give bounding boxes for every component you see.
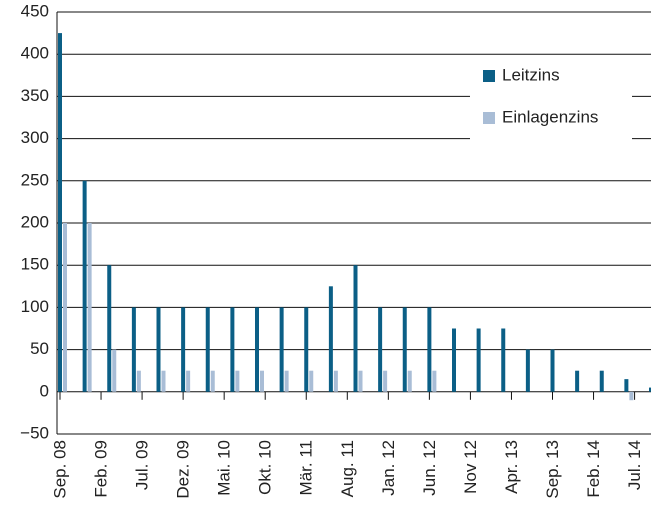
bars [58,33,651,401]
bar [210,370,215,392]
x-tick-label: Apr. 13 [502,440,521,494]
x-tick-label: Feb. 14 [584,440,603,498]
y-tick-label: 250 [21,170,49,189]
bar [186,370,191,392]
x-tick-label: Okt. 10 [256,440,275,495]
bar [156,307,161,392]
bar [284,370,289,392]
bar [279,307,284,392]
bar [328,286,333,392]
bar [161,370,166,392]
bar [501,328,506,392]
bar [432,370,437,392]
bar [112,349,117,392]
bar [333,370,338,392]
x-tick-label: Jul. 09 [133,440,152,490]
bar [427,307,432,392]
bar [131,307,136,392]
axes: −50 0 50 100 150 200 250 300 350 400 450 Sep. 08 Feb… [20,1,644,498]
bar [649,387,651,392]
x-tick-label: Jul. 14 [625,440,644,490]
y-tick-label: 200 [21,212,49,231]
y-tick-label: 400 [21,44,49,63]
x-tick-label: Nov 12 [461,440,480,494]
bar [255,307,259,392]
bar [629,391,634,401]
x-tick-label: Jun. 12 [420,440,439,496]
legend-label: Leitzins [502,65,560,84]
bar [624,379,629,392]
bar [452,328,456,392]
bar [136,370,141,392]
bar [575,370,580,392]
x-tick-label: Mär. 11 [297,440,316,495]
legend-swatch [483,112,495,124]
y-tick-label: 350 [21,86,49,105]
y-tick-label: −50 [20,423,49,442]
y-tick-label: 300 [21,128,49,147]
legend-label: Einlagenzins [502,107,598,126]
x-tick-label: Sep. 08 [50,440,69,499]
x-tick-label: Aug. 11 [338,440,357,497]
y-tick-label: 450 [21,1,49,20]
bar [383,370,388,392]
legend: Leitzins Einlagenzins [470,56,632,140]
x-tick-label: Sep. 13 [543,440,562,499]
y-tick-label: 50 [30,339,49,358]
bar [304,307,309,392]
bar [525,349,530,392]
bar [82,180,87,392]
bar [358,370,363,392]
bar [550,349,555,392]
x-tick-label: Jan. 12 [379,440,398,496]
bar [87,223,92,392]
bar [309,370,314,392]
y-tick-label: 150 [21,255,49,274]
x-tick-label: Dez. 09 [174,440,193,499]
y-tick-label: 0 [40,381,49,400]
bar [205,307,210,392]
bar [181,307,186,392]
legend-swatch [483,70,495,82]
bar [476,328,481,392]
bar [402,307,407,392]
legend-box [470,56,632,140]
bar [63,223,67,392]
bar [353,265,358,392]
bar [230,307,235,392]
bar [107,265,112,392]
x-tick-label: Mai. 10 [215,440,234,496]
bar [260,370,264,392]
bar [378,307,383,392]
bar [599,370,604,392]
y-tick-label: 100 [21,297,49,316]
bar [58,33,62,392]
bar [407,370,412,392]
x-tick-label: Feb. 09 [92,440,111,498]
bar [235,370,240,392]
